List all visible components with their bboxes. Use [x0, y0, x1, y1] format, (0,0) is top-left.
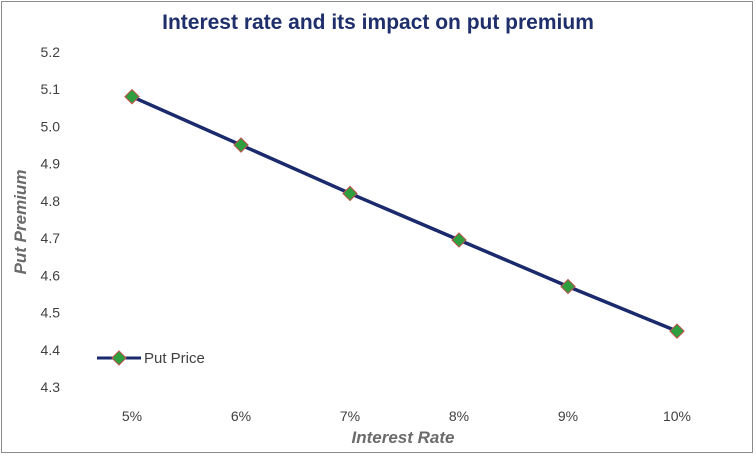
y-tick-label: 4.7 [41, 230, 61, 246]
data-point-marker [124, 88, 140, 105]
x-tick-label: 6% [231, 408, 251, 424]
y-tick-label: 5.1 [41, 81, 61, 97]
x-axis-title: Interest Rate [352, 428, 455, 447]
legend-label: Put Price [144, 350, 205, 367]
data-point-marker [560, 278, 576, 295]
chart-title: Interest rate and its impact on put prem… [162, 11, 594, 34]
y-tick-label: 4.8 [41, 193, 61, 209]
x-tick-label: 5% [122, 408, 142, 424]
x-axis-ticks: 5% 6% 7% 8% 9% 10% [122, 408, 691, 424]
x-tick-label: 8% [449, 408, 469, 424]
y-tick-label: 5.2 [41, 44, 61, 60]
y-tick-label: 5.0 [41, 118, 61, 134]
x-tick-label: 7% [340, 408, 360, 424]
x-tick-label: 10% [663, 408, 691, 424]
legend-marker-swatch [111, 350, 127, 366]
data-point-marker [669, 323, 685, 339]
y-axis-ticks: 4.3 4.4 4.5 4.6 4.7 4.8 4.9 5.0 5.1 5.2 [41, 44, 61, 395]
legend: Put Price [97, 350, 205, 367]
data-point-marker [233, 137, 249, 153]
y-tick-label: 4.6 [41, 267, 61, 283]
y-tick-label: 4.5 [41, 305, 61, 321]
data-point-marker [342, 185, 358, 202]
x-tick-label: 9% [558, 408, 578, 424]
y-axis-title: Put Premium [11, 170, 30, 275]
y-tick-label: 4.4 [41, 342, 61, 358]
y-tick-label: 4.3 [41, 379, 61, 395]
data-point-marker [451, 232, 467, 248]
series-line [131, 95, 678, 333]
plot-area [124, 88, 685, 339]
y-tick-label: 4.9 [41, 156, 61, 172]
